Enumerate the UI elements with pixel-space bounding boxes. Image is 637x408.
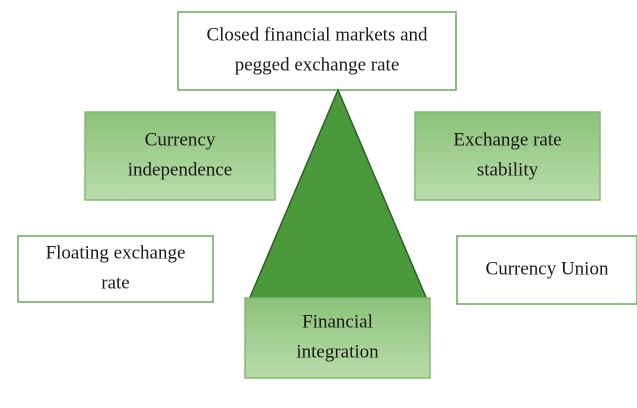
green-box (84, 111, 276, 201)
box-label: Floating exchange (46, 242, 186, 263)
box-label: independence (128, 159, 232, 180)
box-label: rate (101, 272, 129, 293)
box-label: Currency (145, 129, 216, 150)
box-label: Closed financial markets and (206, 24, 428, 45)
box-label: Currency Union (486, 258, 609, 279)
box-label: Financial (302, 311, 373, 332)
green-box (244, 297, 431, 379)
green-box (414, 111, 601, 201)
box-label: stability (477, 159, 539, 180)
white-box (17, 235, 214, 303)
white-box (456, 235, 637, 305)
box-label: Exchange rate (453, 129, 561, 150)
box-label: pegged exchange rate (235, 54, 400, 75)
box-label: integration (296, 341, 379, 362)
white-box (177, 11, 457, 91)
